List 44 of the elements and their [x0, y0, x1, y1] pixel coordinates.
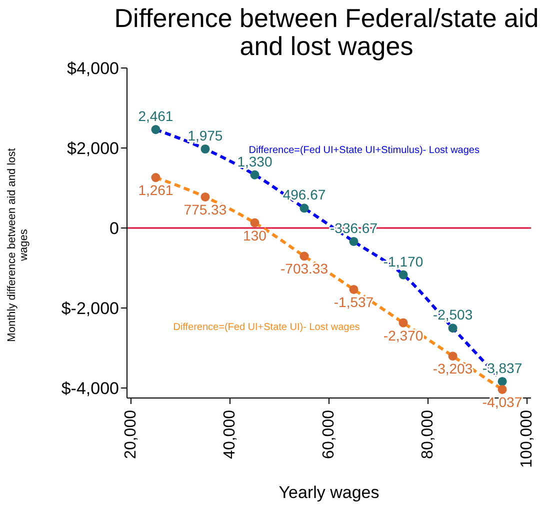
data-label: 1,975 [188, 127, 223, 144]
y-tick-label: $-2,000 [61, 299, 119, 318]
x-tick-label: 100,000 [518, 410, 536, 468]
data-label: 1,330 [237, 153, 272, 170]
text: Difference=(Fed UI+State UI)- Lost wages [173, 322, 360, 333]
point [250, 170, 260, 180]
point [448, 352, 458, 361]
point [498, 376, 507, 386]
point [349, 284, 358, 294]
data-label: -3,203 [432, 360, 473, 377]
point [300, 204, 309, 213]
point [398, 318, 408, 328]
x-tick-label: 80,000 [420, 410, 437, 459]
point [151, 173, 160, 182]
point [498, 384, 507, 394]
x-tick-label: 20,000 [122, 410, 140, 459]
y-axis-title: Monthly difference between aid and lost wages [6, 147, 31, 344]
data-label: 775.33 [184, 201, 227, 218]
series-label: Difference=(Fed UI+State UI+Stimulus)- Lost wages [248, 144, 480, 156]
point [200, 192, 210, 202]
point [448, 324, 458, 333]
data-label: -1,537 [334, 294, 374, 310]
x-tick-label: 40,000 [221, 410, 238, 459]
y-tick-label: $4,000 [67, 59, 119, 78]
data-label: -2,370 [383, 327, 424, 344]
point [300, 252, 309, 261]
data-label: 130 [243, 227, 267, 244]
data-label: -3,837 [482, 360, 522, 376]
point [398, 270, 408, 280]
data-label: -4,037 [482, 394, 522, 410]
data-label: 1,261 [138, 182, 174, 198]
point [349, 236, 358, 246]
data-label: -1,170 [383, 253, 424, 270]
chart-title: Difference between Federal/state aid and lost wages [113, 3, 540, 61]
y-tick-label: $-4,000 [61, 379, 119, 398]
data-label: 496.67 [282, 186, 326, 203]
point [200, 144, 210, 154]
y-tick-label: 0 [110, 219, 119, 238]
data-label: 2,461 [138, 108, 174, 124]
x-tick-label: 60,000 [320, 410, 338, 459]
point [151, 125, 160, 134]
y-tick-label: $2,000 [67, 139, 119, 158]
x-axis-title: Yearly wages [278, 483, 380, 502]
point [250, 218, 260, 228]
